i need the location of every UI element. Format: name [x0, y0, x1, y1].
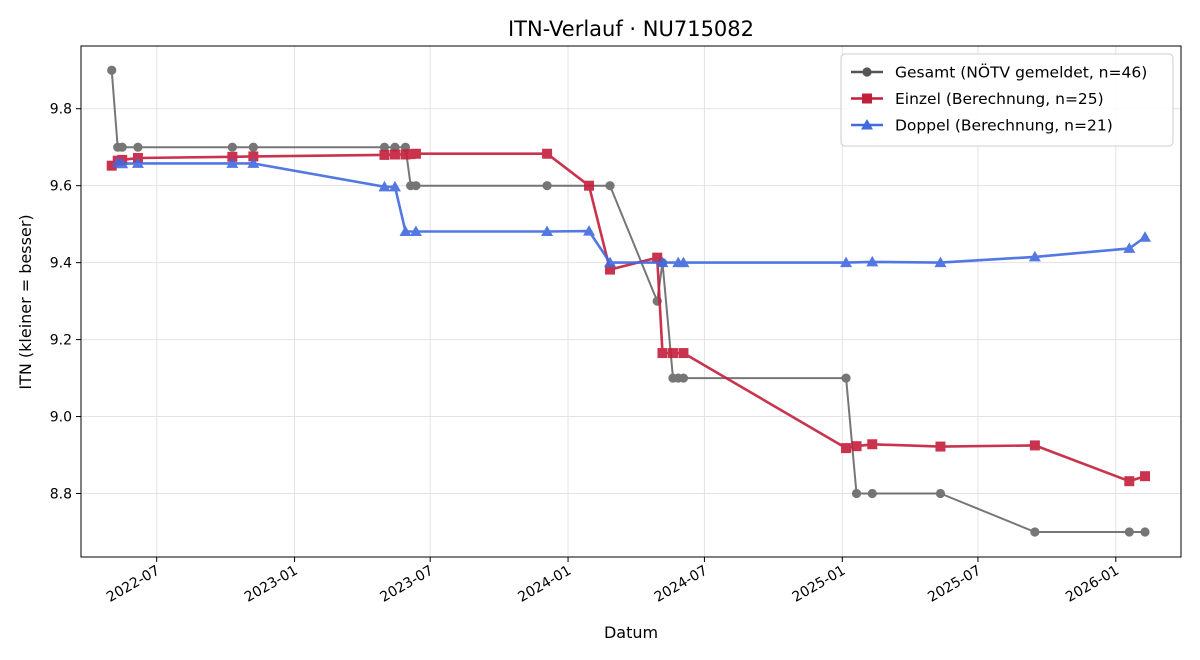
data-point-square	[657, 348, 668, 359]
legend-marker-square	[862, 93, 872, 104]
data-point-circle	[1124, 527, 1134, 537]
data-point-triangle	[541, 225, 554, 236]
series-line	[117, 161, 1146, 264]
data-point-triangle	[1139, 231, 1152, 242]
series-triangle	[111, 156, 1152, 268]
data-point-circle	[379, 142, 390, 152]
y-tick-label: 8.8	[50, 487, 72, 503]
data-point-square	[248, 151, 259, 162]
data-point-triangle	[378, 180, 391, 192]
data-point-square	[227, 151, 238, 162]
data-point-square	[935, 441, 946, 452]
data-point-square	[1140, 471, 1151, 482]
data-point-triangle	[116, 157, 129, 169]
data-point-circle	[678, 373, 689, 383]
data-point-square	[405, 149, 416, 160]
legend-marker-circle	[862, 67, 872, 77]
x-tick-label: 2024-07	[652, 563, 711, 606]
data-point-circle	[1140, 527, 1150, 537]
data-point-circle	[867, 488, 877, 499]
data-point-square	[678, 348, 689, 359]
data-point-triangle	[583, 225, 596, 236]
data-point-square	[851, 441, 862, 452]
data-point-triangle	[656, 256, 669, 268]
data-point-circle	[117, 142, 127, 152]
x-tick-label: 2025-07	[925, 563, 984, 606]
plot-frame	[80, 45, 1182, 558]
x-tick-label: 2026-01	[1063, 563, 1122, 606]
data-point-circle	[605, 181, 615, 191]
data-point-triangle	[840, 256, 853, 268]
x-tick-label: 2023-07	[378, 563, 437, 606]
y-tick-label: 9.0	[50, 410, 72, 426]
data-point-circle	[411, 181, 421, 191]
series-layer	[106, 65, 1152, 537]
data-point-triangle	[866, 255, 879, 267]
data-point-square	[410, 148, 421, 159]
y-tick-label: 9.2	[50, 333, 72, 349]
x-tick-label: 2022-07	[104, 563, 163, 606]
data-point-circle	[841, 373, 851, 383]
legend-box	[840, 53, 1174, 147]
y-tick-label: 9.6	[50, 179, 72, 195]
data-point-triangle	[247, 157, 260, 168]
data-point-circle	[390, 142, 400, 152]
data-point-circle	[935, 488, 946, 499]
data-point-square	[867, 439, 878, 450]
data-point-square	[1124, 476, 1135, 487]
y-axis-label: ITN (kleiner = besser)	[16, 214, 35, 389]
data-point-triangle	[934, 256, 947, 268]
data-point-triangle	[131, 157, 144, 168]
y-tick-label: 9.8	[50, 102, 72, 118]
data-point-square	[400, 149, 411, 160]
data-point-square	[106, 160, 117, 171]
y-tick-label: 9.4	[50, 256, 72, 272]
data-point-circle	[851, 488, 862, 499]
data-point-circle	[133, 142, 143, 152]
data-point-triangle	[604, 256, 617, 268]
data-point-square	[652, 252, 663, 263]
x-axis-label: Datum	[604, 623, 658, 642]
data-point-triangle	[388, 180, 401, 192]
legend-item: Gesamt (NÖTV gemeldet, n=46)	[851, 63, 1147, 82]
data-point-circle	[542, 181, 552, 191]
data-point-circle	[227, 142, 237, 152]
series-square	[106, 148, 1151, 487]
legend-item: Einzel (Berechnung, n=25)	[851, 90, 1104, 108]
data-point-circle	[248, 142, 258, 152]
series-line	[110, 152, 1146, 483]
x-tick-label: 2025-01	[790, 563, 849, 606]
data-point-triangle	[1123, 242, 1136, 253]
legend-label: Einzel (Berechnung, n=25)	[895, 90, 1104, 108]
data-point-square	[379, 149, 390, 160]
legend: Gesamt (NÖTV gemeldet, n=46) Einzel (Bere…	[840, 53, 1174, 147]
data-point-square	[841, 443, 852, 454]
data-point-square	[542, 148, 553, 159]
legend-label: Gesamt (NÖTV gemeldet, n=46)	[895, 63, 1147, 82]
data-point-triangle	[226, 157, 239, 168]
data-point-triangle	[399, 225, 412, 236]
x-tick-label: 2024-01	[515, 563, 574, 606]
data-point-circle	[1030, 527, 1040, 537]
data-point-square	[1029, 440, 1040, 451]
chart-title: ITN-Verlauf · NU715082	[508, 17, 754, 41]
data-point-triangle	[1028, 250, 1041, 262]
legend-label: Doppel (Berechnung, n=21)	[895, 117, 1113, 135]
tick-layer: 8.8 9.0 9.2 9.4 9.6 9.8 2022-07 2023-01 2023-07 2…	[50, 102, 1122, 606]
legend-item: Doppel (Berechnung, n=21)	[851, 117, 1113, 135]
data-point-circle	[107, 65, 117, 75]
data-point-square	[667, 348, 678, 359]
x-tick-label: 2023-01	[242, 563, 301, 606]
data-point-triangle	[409, 225, 422, 236]
data-point-square	[389, 149, 400, 160]
data-point-square	[605, 264, 616, 275]
data-point-square	[584, 180, 595, 191]
legend-marker-triangle	[861, 119, 873, 130]
data-point-triangle	[677, 256, 690, 268]
